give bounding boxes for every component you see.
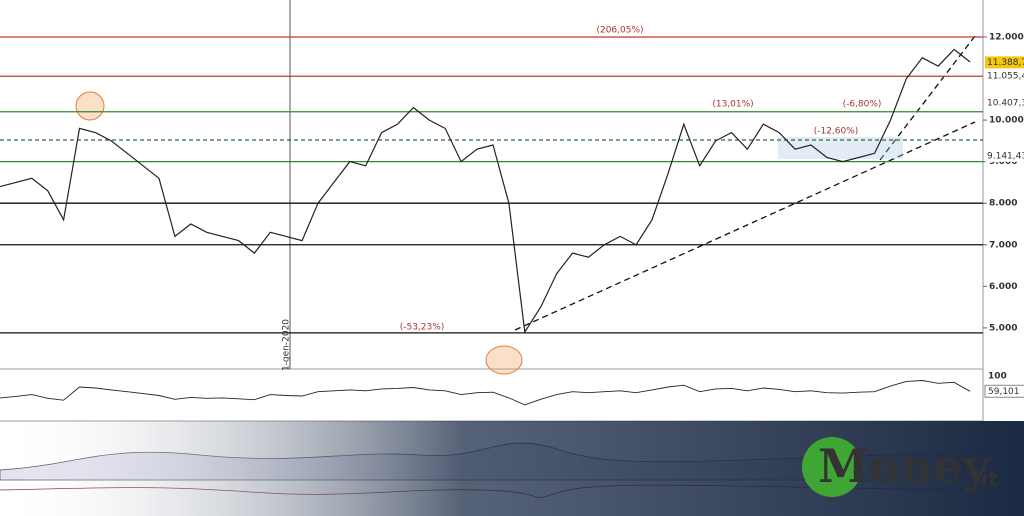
price-label: 9.141,43 <box>987 151 1024 161</box>
annotation: (206,05%) <box>596 26 643 36</box>
logo-suffix: .it <box>972 467 999 492</box>
price-label-box <box>985 70 1024 83</box>
y-tick-label: 10.000 <box>989 116 1024 126</box>
price-line <box>0 48 971 334</box>
price-label-box <box>985 56 1024 69</box>
logo: Money <box>818 439 990 493</box>
highlight <box>75 91 105 121</box>
y-tick-label: 7.000 <box>989 240 1017 250</box>
rsi-label-box <box>984 384 1024 398</box>
annotation: (-6,80%) <box>843 100 882 110</box>
trendline <box>879 35 976 161</box>
logo-circle <box>802 437 862 497</box>
date-label: 1-gen-2020 <box>282 319 292 371</box>
y-tick-label: 5.000 <box>989 323 1017 333</box>
annotation: (13,01%) <box>712 100 753 110</box>
annotation: (-53,23%) <box>400 323 445 333</box>
rsi-tick-label: 100 <box>988 372 1007 382</box>
price-label: 11.055,42 <box>987 72 1024 82</box>
price-label-box <box>985 97 1024 110</box>
highlight <box>485 345 523 375</box>
price-label-box <box>985 149 1024 162</box>
rsi-line <box>0 380 971 406</box>
y-tick-label: 6.000 <box>989 282 1017 292</box>
price-label: 11.388,75 <box>987 58 1024 68</box>
y-tick-label: 12.000 <box>989 32 1024 42</box>
annotation: (-12,60%) <box>814 127 859 137</box>
trendline <box>514 121 976 331</box>
y-tick-label: 8.000 <box>989 199 1017 209</box>
y-tick-label: 9.000 <box>989 157 1017 167</box>
price-label: 10.407,36 <box>987 99 1024 109</box>
rsi-label: 59,101 <box>988 387 1020 397</box>
